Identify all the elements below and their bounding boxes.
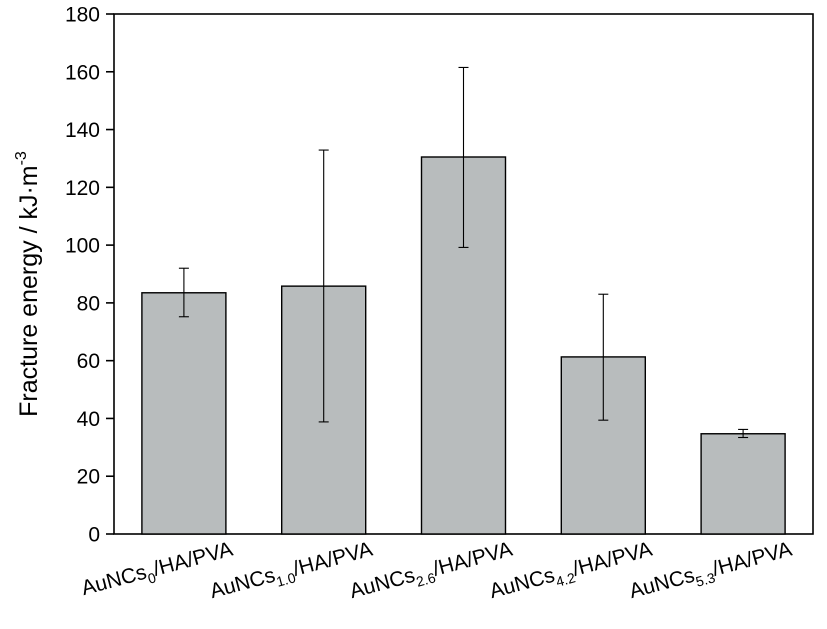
y-tick-label: 0 xyxy=(88,524,100,547)
y-tick-label: 160 xyxy=(65,61,100,84)
y-axis-title: Fracture energy / kJ·m-3 xyxy=(13,151,43,417)
y-tick-label: 180 xyxy=(65,4,100,27)
x-axis-category-labels: AuNCs0/HA/PVAAuNCs1.0/HA/PVAAuNCs2.6/HA/… xyxy=(79,538,796,607)
y-tick-label: 20 xyxy=(77,466,100,489)
bar xyxy=(141,292,227,535)
y-tick-label: 40 xyxy=(77,408,100,431)
y-axis-ticks: 0 20 40 60 80 100 120 140 160 180 xyxy=(65,4,114,547)
y-tick-label: 140 xyxy=(65,119,100,142)
error-bars-group xyxy=(178,66,749,439)
y-tick-label: 60 xyxy=(77,350,100,373)
y-tick-label: 80 xyxy=(77,292,100,315)
bar xyxy=(700,433,786,535)
x-category-label: AuNCs5.3/HA/PVA xyxy=(627,538,796,607)
y-tick-label: 120 xyxy=(65,177,100,200)
y-tick-label: 100 xyxy=(65,235,100,258)
